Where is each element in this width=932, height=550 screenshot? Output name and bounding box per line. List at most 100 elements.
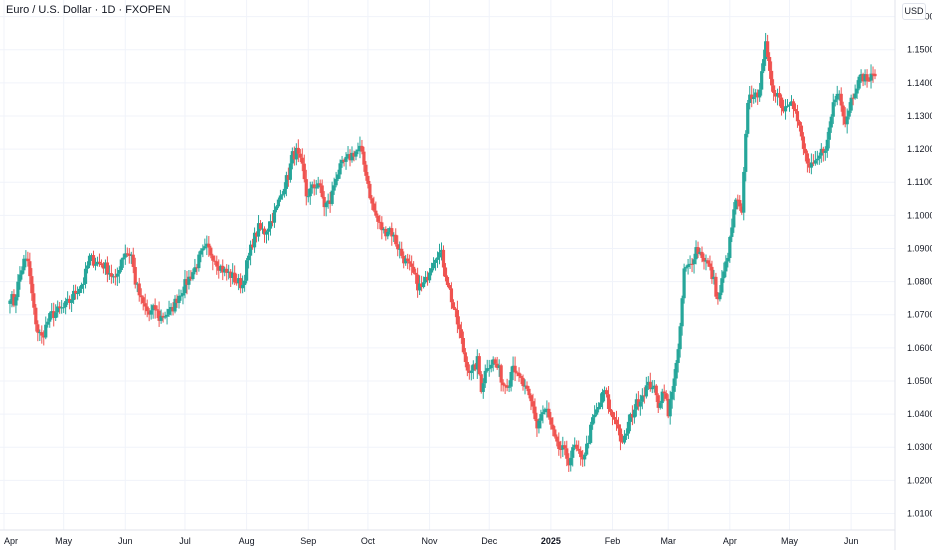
candle-body <box>131 254 135 267</box>
candle-body <box>167 309 171 315</box>
candle-body <box>513 365 517 373</box>
candle-down <box>30 268 34 301</box>
candle-up <box>652 380 656 393</box>
candle-body <box>340 159 344 164</box>
price-tick-label: 1.01000 <box>907 508 932 518</box>
candle-up <box>398 241 402 259</box>
candle-down <box>425 271 430 286</box>
time-axis[interactable]: Apr May Jun Jul Aug Sep Oct Nov Dec 2025 Feb Mar Apr… <box>4 536 858 546</box>
candle-body <box>135 283 139 285</box>
candle-up <box>278 189 283 202</box>
candle-down <box>770 61 774 92</box>
candle-up <box>730 218 734 243</box>
candle-down <box>529 393 533 411</box>
candle-up <box>787 102 792 112</box>
candle-body <box>865 74 869 81</box>
candle-up <box>64 297 68 315</box>
candle-up <box>392 232 396 243</box>
price-tick-label: 1.10000 <box>907 210 932 220</box>
candle-body <box>32 293 36 308</box>
candle-body <box>296 147 300 154</box>
candle-up <box>167 300 171 317</box>
candle-body <box>435 257 440 260</box>
candle-body <box>292 151 296 160</box>
candle-body <box>626 421 631 434</box>
candle-body <box>127 253 131 256</box>
candle-up <box>674 360 678 386</box>
candle-body <box>34 307 38 325</box>
candle-down <box>195 263 199 275</box>
candle-down <box>229 269 233 288</box>
candle-body <box>654 385 658 396</box>
candle-body <box>459 329 463 339</box>
candle-body <box>346 154 350 157</box>
candle-up <box>837 90 841 101</box>
candle-body <box>300 157 304 164</box>
candle-body <box>503 385 507 387</box>
candle-body <box>688 263 692 265</box>
candle-down <box>463 348 467 368</box>
candle-body <box>855 88 859 94</box>
candle-up <box>632 404 636 424</box>
candle-up <box>165 308 169 325</box>
candle-body <box>320 185 324 197</box>
candle-up <box>684 265 688 272</box>
candle-down <box>137 277 141 302</box>
candle-down <box>515 370 519 377</box>
currency-button[interactable]: USD <box>902 3 926 20</box>
candle-up <box>789 95 794 106</box>
candle-down <box>563 441 567 456</box>
candle-up <box>634 393 638 417</box>
candle-body <box>734 199 738 210</box>
candle-body <box>441 249 446 268</box>
candle-body <box>402 255 406 264</box>
candle-up <box>439 242 444 261</box>
candle-up <box>509 366 513 392</box>
candle-body <box>129 254 133 256</box>
candle-down <box>575 440 579 452</box>
candle-down <box>298 149 302 162</box>
candle-up <box>650 380 654 394</box>
candle-down <box>26 251 30 267</box>
time-tick-label: Sep <box>300 536 316 546</box>
candle-down <box>555 434 559 447</box>
candle-down <box>364 161 368 181</box>
candle-body <box>602 390 607 393</box>
candle-body <box>608 408 613 412</box>
candle-body <box>581 457 585 460</box>
candle-up <box>264 230 269 244</box>
candle-body <box>316 183 320 188</box>
candle-up <box>748 85 752 110</box>
candle-up <box>111 274 115 284</box>
candle-down <box>58 301 62 314</box>
candle-up <box>10 291 14 308</box>
candle-down <box>394 228 398 247</box>
candle-up <box>423 270 428 284</box>
candle-body <box>511 365 515 373</box>
candle-down <box>175 294 179 308</box>
candle-up <box>595 402 599 417</box>
candle-body <box>718 292 722 300</box>
candle-body <box>575 444 579 449</box>
candle-down <box>348 149 352 167</box>
candle-down <box>352 150 356 162</box>
candle-up <box>720 270 724 296</box>
candle-down <box>416 267 420 298</box>
candle-body <box>777 93 782 98</box>
candle-down <box>157 301 161 327</box>
candle-body <box>598 402 603 408</box>
candle-body <box>684 267 688 269</box>
candle-up <box>179 289 183 301</box>
candle-body <box>489 364 493 369</box>
candle-up <box>183 269 187 299</box>
candle-down <box>642 387 646 404</box>
candle-body <box>348 154 352 161</box>
candle-body <box>686 264 690 268</box>
price-axis[interactable]: 1.160001.150001.140001.130001.120001.110… <box>907 12 932 519</box>
price-tick-label: 1.12000 <box>907 144 932 154</box>
candle-body <box>241 284 245 289</box>
time-tick-label: Jun <box>844 536 859 546</box>
candle-up <box>823 146 827 161</box>
candle-down <box>865 69 869 88</box>
